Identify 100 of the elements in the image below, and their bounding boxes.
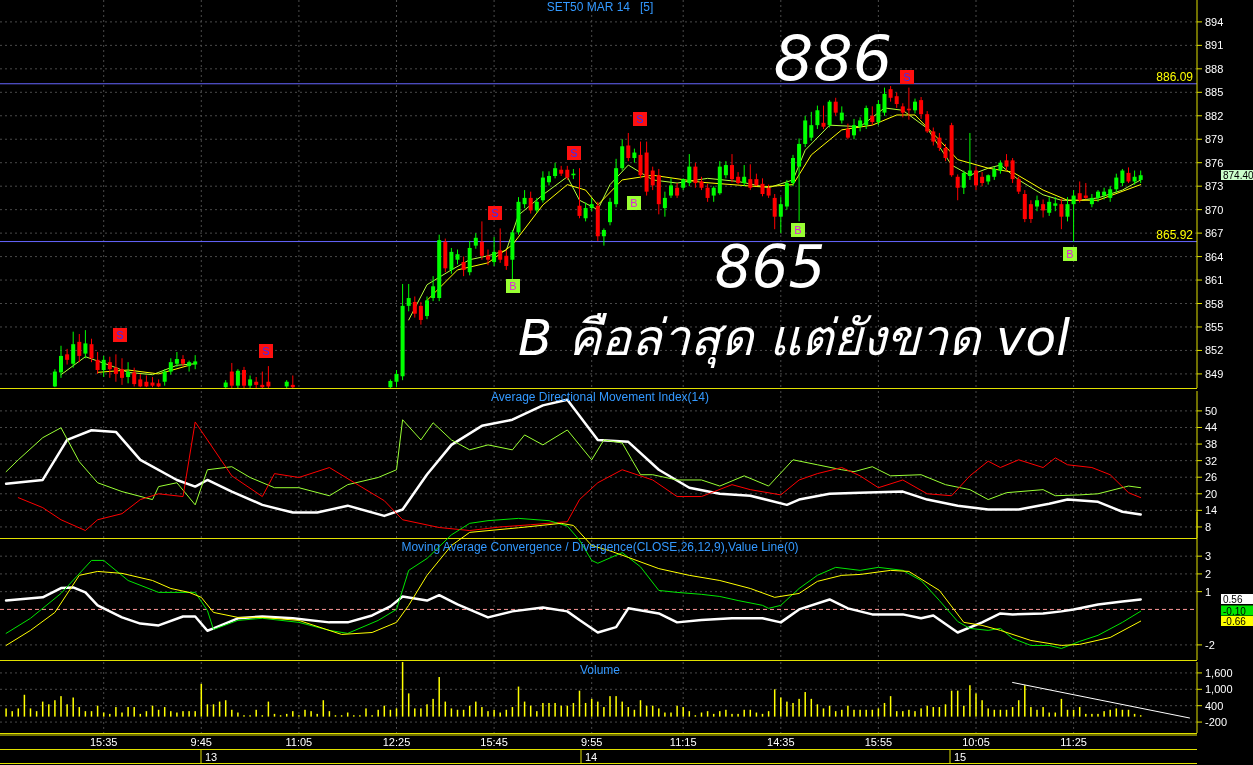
candlestick xyxy=(748,163,753,191)
candlestick xyxy=(784,179,789,211)
candlestick xyxy=(461,256,466,277)
text: 14 xyxy=(585,751,598,763)
y-tick-label: 867 xyxy=(1205,227,1224,240)
y-tick-label: 26 xyxy=(1205,471,1218,484)
candlestick xyxy=(1010,157,1015,184)
y-tick-label: 876 xyxy=(1205,156,1224,169)
y-tick-label: -200 xyxy=(1205,716,1228,729)
x-tick-label: 9:55 xyxy=(580,736,603,748)
candlestick xyxy=(132,367,137,387)
candlestick xyxy=(601,227,606,247)
y-tick-label: 400 xyxy=(1205,699,1224,712)
text: -0.66 xyxy=(1223,616,1247,627)
annotation: B xyxy=(630,197,638,209)
candlestick xyxy=(89,338,94,363)
x-tick-label: 11:15 xyxy=(669,736,697,748)
candlestick xyxy=(882,87,887,117)
candlestick xyxy=(113,353,118,383)
candlestick xyxy=(974,166,978,191)
text: 13 xyxy=(205,751,218,763)
candlestick xyxy=(59,345,63,379)
y-tick-label: -2 xyxy=(1205,638,1215,651)
candlestick xyxy=(577,167,582,219)
candlestick xyxy=(479,220,484,261)
candlestick xyxy=(498,227,503,264)
candlestick xyxy=(809,111,814,142)
candlestick xyxy=(1114,173,1119,193)
chart-title: SET50 MAR 14 [5] xyxy=(546,0,654,14)
y-tick-label: 849 xyxy=(1205,367,1224,380)
candlestick xyxy=(65,348,70,366)
candlestick xyxy=(547,170,551,186)
ref-line-label: 886.09 xyxy=(1156,69,1194,84)
y-tick-label: 861 xyxy=(1205,274,1224,287)
candlestick xyxy=(71,331,76,369)
candlestick xyxy=(248,374,253,388)
candlestick xyxy=(77,333,82,363)
candlestick xyxy=(101,355,106,378)
candlestick xyxy=(229,362,234,388)
y-tick-label: 32 xyxy=(1205,454,1218,467)
y-tick-label: 1 xyxy=(1205,585,1212,598)
candlestick xyxy=(126,361,131,384)
x-tick-label: 14:35 xyxy=(767,736,795,748)
y-tick-label: 873 xyxy=(1205,180,1224,193)
y-tick-label: 852 xyxy=(1205,344,1224,357)
candlestick xyxy=(406,283,411,312)
candlestick xyxy=(626,132,631,162)
x-tick-label: 11:25 xyxy=(1060,736,1087,748)
candlestick xyxy=(620,138,625,172)
candlestick xyxy=(669,177,673,199)
candlestick xyxy=(876,99,881,126)
line-series xyxy=(60,356,196,376)
line-series xyxy=(17,421,1142,532)
candlestick xyxy=(418,301,423,326)
candlestick xyxy=(187,360,192,373)
annotation: B xyxy=(1066,248,1074,260)
candlestick xyxy=(1028,199,1033,224)
candlestick xyxy=(736,171,741,186)
x-tick-label: 10:05 xyxy=(962,736,990,748)
candlestick xyxy=(181,354,185,367)
candlestick xyxy=(1047,196,1052,217)
annotation: B คือล่าสุด แต่ยังขาด vol xyxy=(518,309,1071,369)
annotation: S xyxy=(903,71,911,83)
candlestick xyxy=(528,191,533,215)
y-tick-label: 8 xyxy=(1205,520,1212,533)
x-tick-label: 15:45 xyxy=(480,736,508,748)
line-series xyxy=(5,419,1142,506)
candlestick xyxy=(730,153,734,183)
candlestick xyxy=(242,366,246,388)
candlestick xyxy=(431,275,436,302)
candlestick xyxy=(449,247,454,275)
candlestick xyxy=(980,171,985,187)
candlestick xyxy=(675,182,680,199)
line-series xyxy=(4,586,1142,634)
candlestick xyxy=(1071,189,1076,243)
candlestick xyxy=(650,166,655,191)
candlestick xyxy=(687,153,692,187)
annotation: S xyxy=(116,329,124,341)
chart-title: Average Directional Movement Index(14) xyxy=(491,390,709,404)
y-tick-label: 14 xyxy=(1205,504,1218,517)
candlestick xyxy=(1102,187,1107,200)
candlestick xyxy=(608,197,612,226)
candlestick xyxy=(120,357,124,386)
candlestick xyxy=(486,249,490,266)
candlestick xyxy=(815,105,820,130)
x-tick-label: 12:25 xyxy=(382,736,411,748)
candlestick xyxy=(235,368,240,388)
candlestick xyxy=(492,236,497,267)
x-tick-label: 15:55 xyxy=(864,736,893,748)
candlestick xyxy=(83,329,88,359)
candlestick xyxy=(693,162,698,189)
candlestick xyxy=(772,193,777,230)
candlestick xyxy=(1065,196,1070,222)
y-tick-label: 879 xyxy=(1205,133,1224,146)
y-tick-label: 885 xyxy=(1205,86,1224,99)
annotation: S xyxy=(491,207,499,219)
candlestick xyxy=(95,351,100,375)
y-tick-label: 855 xyxy=(1205,320,1224,333)
candlestick xyxy=(967,132,972,181)
candlestick xyxy=(1035,195,1039,212)
